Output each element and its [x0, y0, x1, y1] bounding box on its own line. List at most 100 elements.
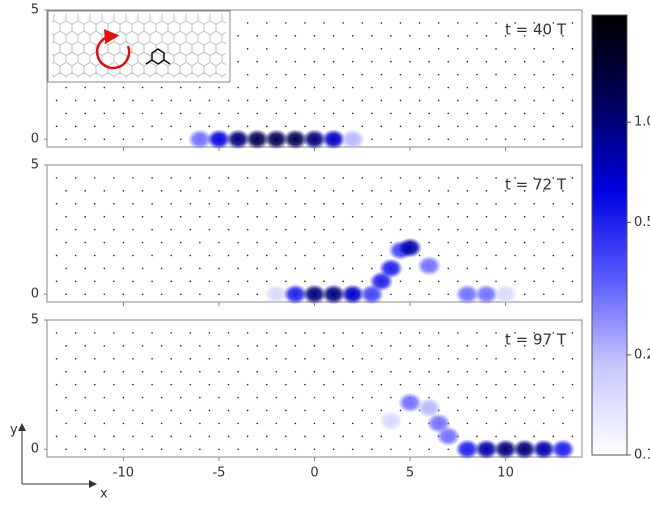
lattice-site — [237, 61, 239, 63]
lattice-site — [151, 229, 153, 231]
lattice-site — [304, 358, 306, 360]
lattice-site — [476, 229, 478, 231]
lattice-site — [562, 423, 564, 425]
lattice-site — [371, 448, 373, 450]
lattice-site — [285, 332, 287, 334]
lattice-site — [56, 203, 58, 205]
lattice-site — [323, 203, 325, 205]
lattice-site — [533, 100, 535, 102]
lattice-site — [361, 358, 363, 360]
lattice-site — [142, 87, 144, 89]
lattice-site — [266, 100, 268, 102]
lattice-site — [361, 203, 363, 205]
lattice-site — [457, 384, 459, 386]
lattice-site — [553, 410, 555, 412]
lattice-site — [524, 268, 526, 270]
lattice-site — [572, 100, 574, 102]
lattice-site — [247, 281, 249, 283]
density-blob — [494, 284, 518, 304]
lattice-site — [247, 100, 249, 102]
lattice-site — [495, 229, 497, 231]
lattice-site — [352, 423, 354, 425]
lattice-site — [228, 410, 230, 412]
lattice-site — [457, 229, 459, 231]
lattice-site — [457, 358, 459, 360]
lattice-site — [218, 293, 220, 295]
lattice-site — [323, 281, 325, 283]
lattice-site — [113, 177, 115, 179]
lattice-site — [104, 345, 106, 347]
lattice-site — [419, 332, 421, 334]
lattice-site — [562, 61, 564, 63]
lattice-site — [524, 293, 526, 295]
lattice-site — [572, 126, 574, 128]
lattice-site — [342, 177, 344, 179]
lattice-site — [514, 48, 516, 50]
lattice-site — [524, 397, 526, 399]
lattice-site — [333, 216, 335, 218]
lattice-site — [495, 22, 497, 24]
lattice-site — [113, 126, 115, 128]
lattice-site — [533, 410, 535, 412]
lattice-site — [304, 255, 306, 257]
lattice-site — [333, 371, 335, 373]
lattice-site — [524, 242, 526, 244]
lattice-site — [295, 242, 297, 244]
lattice-site — [209, 177, 211, 179]
lattice-site — [438, 229, 440, 231]
lattice-site — [419, 384, 421, 386]
lattice-site — [428, 448, 430, 450]
lattice-site — [438, 74, 440, 76]
lattice-site — [170, 203, 172, 205]
lattice-site — [256, 293, 258, 295]
lattice-site — [438, 384, 440, 386]
lattice-site — [266, 48, 268, 50]
lattice-site — [180, 448, 182, 450]
lattice-site — [285, 100, 287, 102]
lattice-site — [199, 371, 201, 373]
lattice-site — [371, 423, 373, 425]
lattice-site — [132, 410, 134, 412]
lattice-site — [486, 190, 488, 192]
lattice-site — [75, 281, 77, 283]
lattice-site — [428, 293, 430, 295]
lattice-site — [323, 384, 325, 386]
lattice-site — [94, 255, 96, 257]
lattice-site — [495, 255, 497, 257]
lattice-site — [190, 100, 192, 102]
lattice-site — [352, 35, 354, 37]
lattice-site — [572, 410, 574, 412]
lattice-site — [333, 61, 335, 63]
lattice-site — [323, 436, 325, 438]
lattice-site — [56, 384, 58, 386]
lattice-site — [514, 74, 516, 76]
lattice-site — [409, 423, 411, 425]
lattice-site — [543, 293, 545, 295]
lattice-site — [419, 126, 421, 128]
lattice-site — [256, 87, 258, 89]
lattice-site — [170, 100, 172, 102]
lattice-site — [371, 190, 373, 192]
lattice-site — [237, 35, 239, 37]
x-arrow-label: x — [100, 487, 108, 502]
lattice-site — [562, 113, 564, 115]
lattice-site — [104, 138, 106, 140]
lattice-site — [304, 410, 306, 412]
lattice-site — [333, 345, 335, 347]
lattice-site — [113, 436, 115, 438]
lattice-site — [533, 74, 535, 76]
lattice-site — [256, 190, 258, 192]
lattice-site — [266, 22, 268, 24]
lattice-site — [256, 371, 258, 373]
lattice-site — [56, 100, 58, 102]
x-tick-label: 0 — [310, 466, 318, 481]
lattice-site — [400, 177, 402, 179]
density-blob — [417, 256, 441, 276]
lattice-site — [514, 436, 516, 438]
lattice-site — [256, 423, 258, 425]
lattice-site — [467, 345, 469, 347]
lattice-site — [447, 61, 449, 63]
lattice-site — [486, 371, 488, 373]
lattice-site — [218, 397, 220, 399]
lattice-site — [94, 126, 96, 128]
